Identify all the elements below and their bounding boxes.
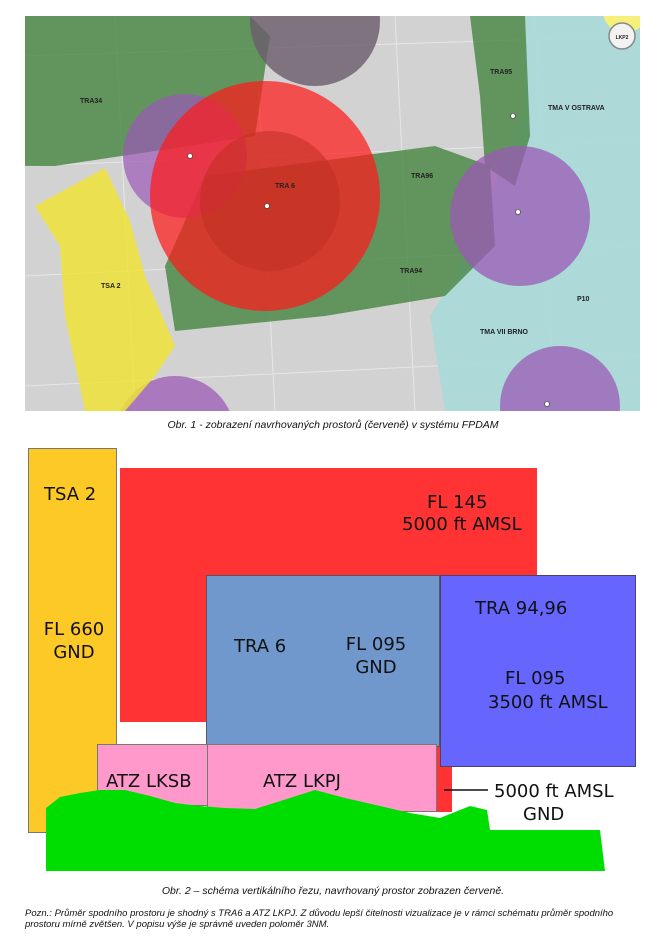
tsa2-lower: GND [53, 642, 95, 663]
map-label-tra6: TRA 6 [275, 183, 295, 190]
tra9496-lower: 3500 ft AMSL [488, 692, 608, 713]
figure2-caption: Obr. 2 – schéma vertikálního řezu, navrh… [161, 885, 505, 897]
fpdam-map: LKP2 TRA34 TRA95 TMA V OSTRAVA TRA96 TRA… [25, 16, 640, 411]
atz-circle-east [450, 146, 590, 286]
compass-icon [608, 22, 636, 50]
figure1-caption: Obr. 1 - zobrazení navrhovaných prostorů… [167, 419, 499, 431]
lower-proposed-lower: GND [523, 804, 565, 825]
map-label-tra34: TRA34 [80, 98, 102, 105]
atz-circle-south [120, 376, 230, 411]
tra95-area [470, 16, 530, 186]
map-label-tma-brno: TMA VII BRNO [480, 329, 529, 336]
map-label-tra95: TRA95 [490, 69, 512, 76]
note-paragraph: Pozn.: Průměr spodního prostoru je shodn… [25, 908, 614, 930]
atz-circle-north [250, 16, 380, 86]
proposed-lower-label: 5000 ft AMSL [402, 514, 522, 535]
tsa2-upper: FL 660 [43, 619, 105, 640]
atz-circle-southeast [500, 346, 620, 411]
tra6-upper: FL 095 [345, 634, 407, 655]
tra6-lower: GND [355, 657, 397, 678]
lower-proposed-upper: 5000 ft AMSL [494, 781, 614, 802]
tra9496-name: TRA 94,96 [475, 598, 568, 619]
map-label-tra94: TRA94 [400, 268, 422, 275]
proposed-inner-circle [200, 131, 340, 271]
map-label-p10: P10 [577, 296, 590, 303]
tra9496-upper: FL 095 [505, 668, 566, 689]
tra6-block [206, 575, 440, 747]
tsa2-name: TSA 2 [44, 484, 97, 505]
fpdam-map-svg: LKP2 TRA34 TRA95 TMA V OSTRAVA TRA96 TRA… [25, 16, 640, 411]
airport-markers [187, 113, 550, 407]
map-label-tra96: TRA96 [411, 173, 433, 180]
proposed-upper-label: FL 145 [427, 492, 488, 513]
tra9496-block [440, 575, 636, 767]
tsa2-area [35, 168, 175, 411]
map-label-tsa2: TSA 2 [101, 283, 121, 290]
compass-label: LKP2 [616, 35, 629, 41]
atz-lksb-label: ATZ LKSB [106, 771, 192, 792]
tra6-name: TRA 6 [234, 636, 287, 657]
atz-lkpj-label: ATZ LKPJ [263, 771, 341, 792]
terrain [46, 790, 605, 871]
map-label-tma-ostrava: TMA V OSTRAVA [548, 105, 605, 112]
